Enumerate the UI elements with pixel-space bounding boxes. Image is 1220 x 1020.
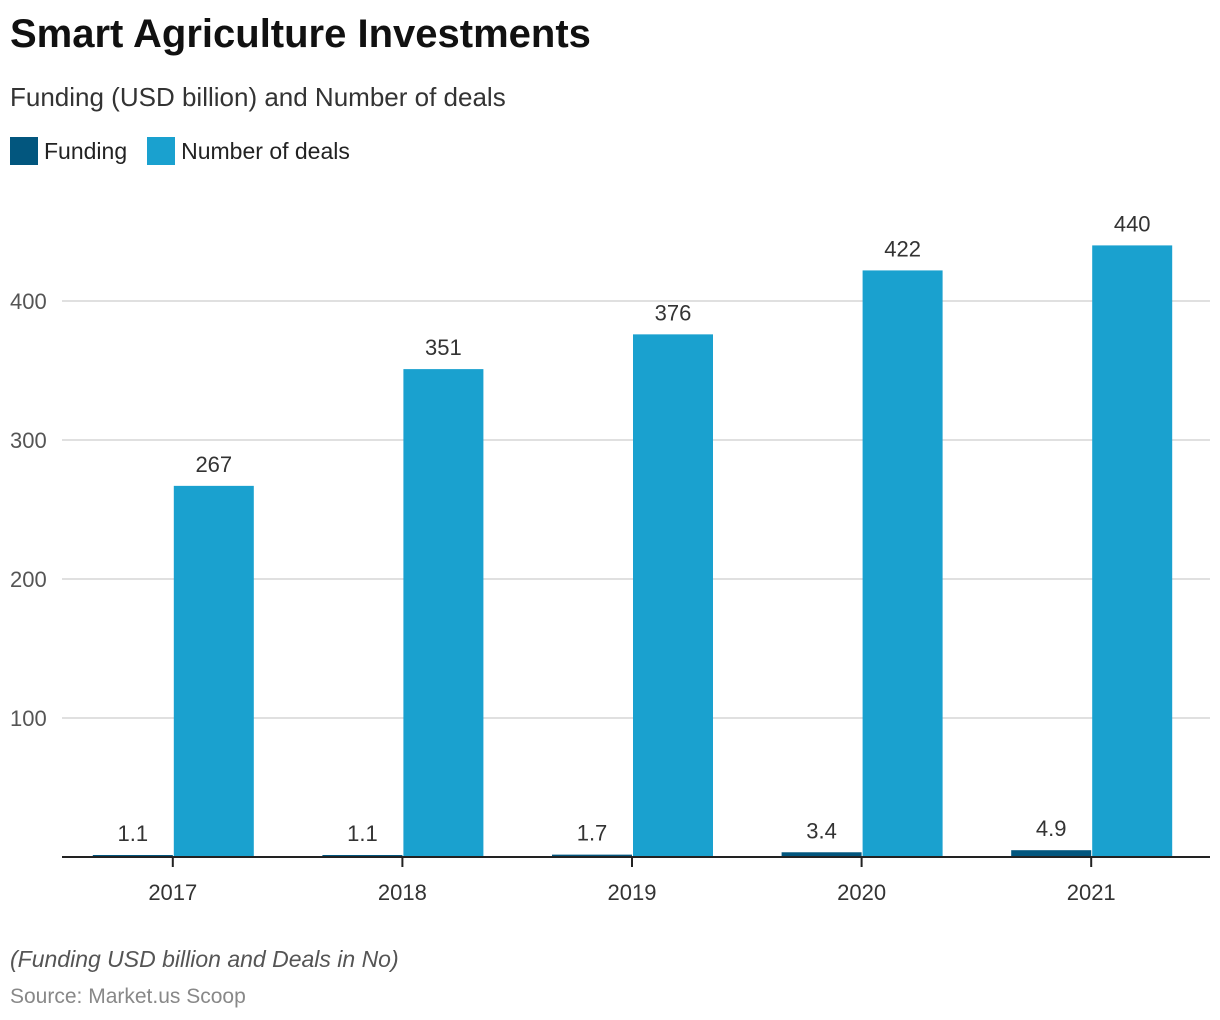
legend: Funding Number of deals: [10, 137, 370, 165]
x-tick-label: 2019: [608, 880, 657, 905]
y-tick-label: 200: [10, 567, 47, 592]
bar-funding: [552, 854, 632, 857]
x-tick-label: 2021: [1067, 880, 1116, 905]
bar-funding: [781, 852, 862, 857]
legend-label: Funding: [44, 137, 128, 164]
data-label: 376: [655, 300, 692, 325]
legend-swatch-funding: [10, 137, 38, 165]
chart-subtitle: Funding (USD billion) and Number of deal…: [10, 82, 506, 112]
data-label: 422: [884, 236, 921, 261]
legend-swatch-deals: [147, 137, 176, 165]
legend-label: Number of deals: [181, 137, 350, 164]
y-tick-label: 400: [10, 289, 47, 314]
bar-deals: [173, 485, 254, 857]
data-label: 440: [1114, 211, 1151, 236]
x-tick-label: 2020: [837, 880, 886, 905]
data-label: 4.9: [1036, 816, 1067, 841]
y-tick-label: 100: [10, 706, 47, 731]
bar-deals: [403, 369, 484, 857]
bar-deals: [633, 334, 713, 857]
bar-deals: [862, 270, 943, 857]
data-label: 1.7: [577, 821, 608, 846]
data-label: 3.4: [806, 818, 837, 843]
chart-title: Smart Agriculture Investments: [10, 12, 591, 56]
y-tick-label: 300: [10, 428, 47, 453]
data-label: 1.1: [347, 821, 378, 846]
data-label: 1.1: [118, 821, 149, 846]
data-label: 351: [425, 335, 462, 360]
data-label: 267: [195, 452, 232, 477]
bar-deals: [1092, 245, 1173, 857]
legend-item-deals: Number of deals: [147, 137, 350, 165]
chart-note: (Funding USD billion and Deals in No): [10, 946, 399, 972]
x-tick-label: 2018: [378, 880, 427, 905]
bar-funding: [1011, 850, 1092, 857]
x-tick-label: 2017: [148, 880, 197, 905]
chart-source: Source: Market.us Scoop: [10, 985, 246, 1008]
legend-item-funding: Funding: [10, 137, 127, 165]
